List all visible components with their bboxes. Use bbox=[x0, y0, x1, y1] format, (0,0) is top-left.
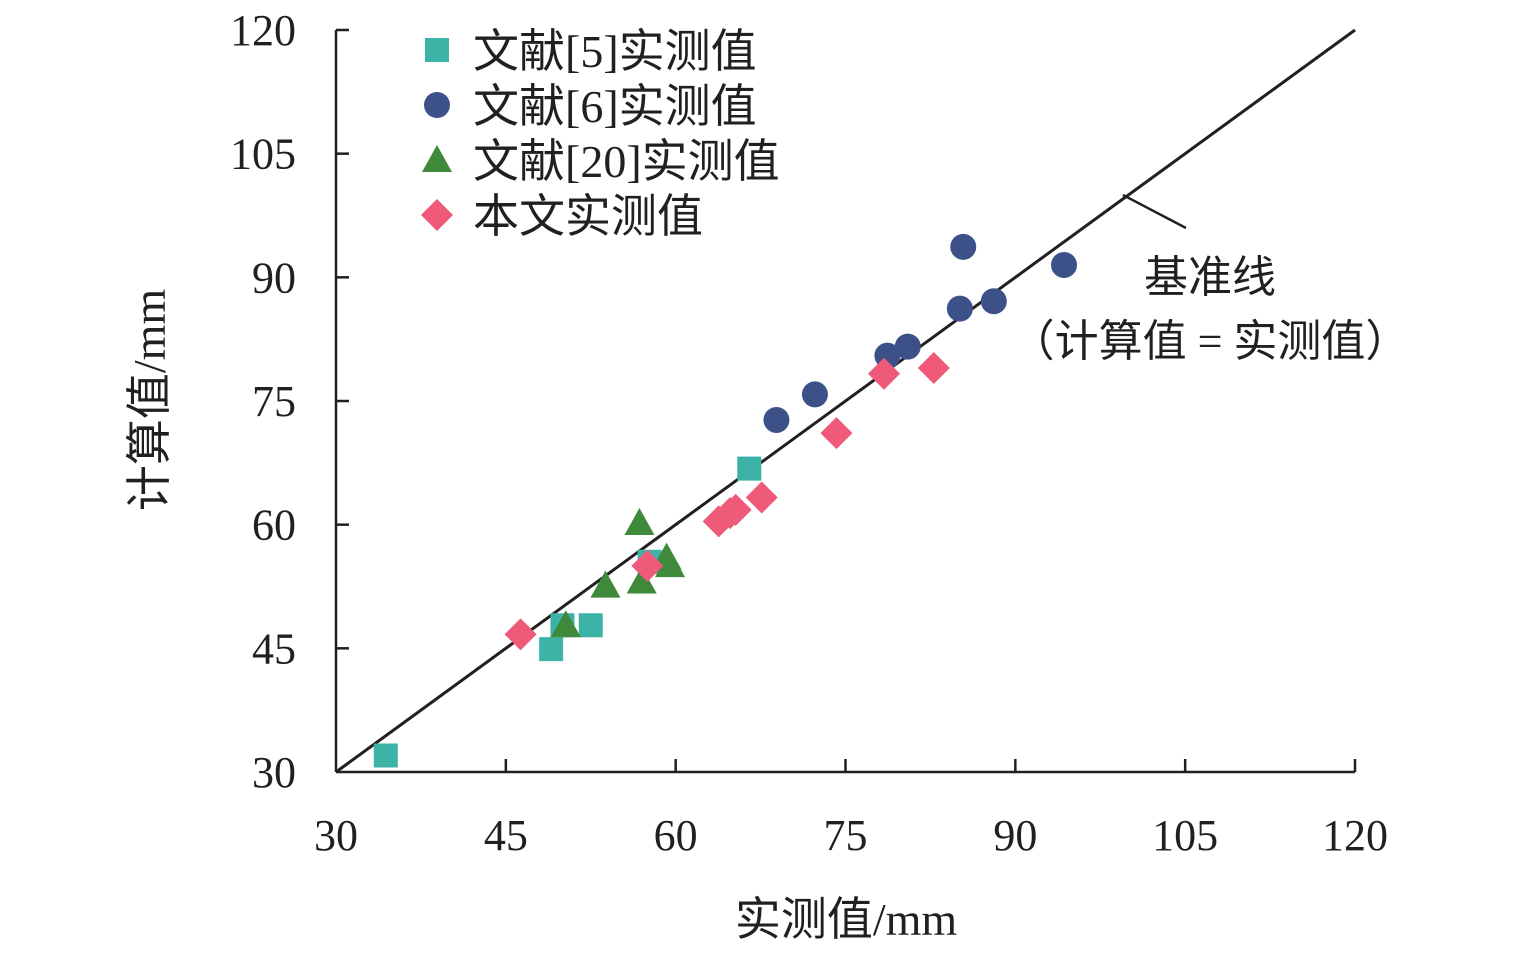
legend-item: 文献[6]实测值 bbox=[424, 81, 757, 132]
legend-label: 文献[20]实测值 bbox=[473, 136, 780, 187]
reference-line-pointer bbox=[1122, 193, 1187, 230]
series-triangle bbox=[550, 508, 686, 638]
y-tick-label: 75 bbox=[252, 377, 296, 426]
legend-marker bbox=[421, 199, 453, 231]
y-tick-label: 105 bbox=[230, 130, 296, 179]
x-tick-label: 60 bbox=[654, 811, 698, 860]
reference-line bbox=[335, 28, 1356, 774]
y-axis-title: 计算值/mm bbox=[124, 289, 175, 512]
legend-item: 文献[5]实测值 bbox=[425, 26, 757, 77]
x-tick-label: 120 bbox=[1322, 811, 1388, 860]
legend-item: 文献[20]实测值 bbox=[422, 136, 780, 187]
y-tick-label: 60 bbox=[252, 501, 296, 550]
series-circle bbox=[763, 233, 1078, 433]
data-point bbox=[624, 508, 655, 536]
data-point bbox=[373, 743, 398, 768]
y-tick-label: 45 bbox=[252, 624, 296, 673]
y-tick-label: 90 bbox=[252, 253, 296, 302]
data-point bbox=[763, 406, 790, 433]
data-point bbox=[950, 233, 977, 260]
data-point bbox=[894, 333, 921, 360]
reference-line-label: 基准线 bbox=[1144, 253, 1276, 302]
x-tick-label: 105 bbox=[1152, 811, 1218, 860]
data-point bbox=[745, 481, 778, 514]
reference-line-sublabel: （计算值 = 实测值） bbox=[1011, 317, 1410, 366]
data-point bbox=[626, 566, 657, 594]
data-point bbox=[917, 352, 950, 385]
data-marks bbox=[373, 233, 1078, 768]
x-tick-label: 45 bbox=[484, 811, 528, 860]
x-tick-label: 75 bbox=[824, 811, 868, 860]
data-point bbox=[539, 637, 564, 662]
data-point bbox=[980, 288, 1007, 315]
x-tick-label: 90 bbox=[993, 811, 1037, 860]
legend-item: 本文实测值 bbox=[421, 191, 703, 242]
axis-labels: 实测值/mm 计算值/mm bbox=[124, 289, 957, 945]
legend-label: 本文实测值 bbox=[473, 191, 703, 242]
data-point bbox=[590, 570, 621, 598]
data-point bbox=[1051, 251, 1078, 278]
legend-label: 文献[5]实测值 bbox=[473, 26, 757, 77]
data-point bbox=[631, 549, 664, 582]
data-point bbox=[719, 493, 752, 526]
data-point bbox=[946, 295, 973, 322]
legend-marker bbox=[422, 145, 452, 172]
legend-marker bbox=[425, 38, 449, 62]
x-axis-title: 实测值/mm bbox=[735, 894, 958, 945]
series-diamond bbox=[504, 352, 950, 651]
x-tick-label: 30 bbox=[314, 811, 358, 860]
legend-marker bbox=[424, 92, 450, 118]
reference-line-group: 基准线 （计算值 = 实测值） bbox=[335, 28, 1410, 774]
data-point bbox=[867, 357, 900, 390]
data-point bbox=[820, 417, 853, 450]
y-tick-label: 30 bbox=[252, 748, 296, 797]
axes: 30 45 60 75 90 105 120 30 45 60 75 90 105 120 bbox=[230, 6, 1388, 860]
y-tick-label: 120 bbox=[230, 6, 296, 55]
data-point bbox=[550, 610, 581, 638]
data-point bbox=[578, 613, 603, 638]
data-point bbox=[801, 381, 828, 408]
data-point bbox=[504, 618, 537, 651]
legend-label: 文献[6]实测值 bbox=[473, 81, 757, 132]
data-point bbox=[737, 456, 762, 481]
